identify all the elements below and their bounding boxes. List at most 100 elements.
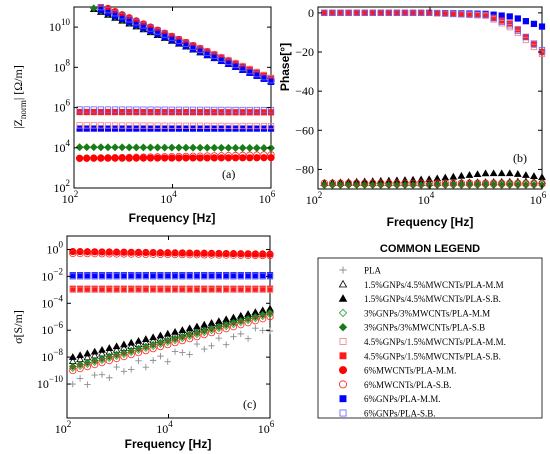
data-point	[222, 320, 230, 329]
data-point	[157, 273, 164, 280]
series-gnp6_sb	[97, 4, 275, 84]
data-point	[328, 181, 337, 189]
data-point	[90, 356, 99, 365]
data-point	[139, 154, 148, 162]
data-point	[105, 250, 113, 258]
legend-entry-gnp15_sb: 1.5%GNPs/4.5%MWCNTs/PLA-S.B.	[338, 294, 501, 304]
series-gnp3_sb	[75, 143, 275, 152]
data-point	[244, 251, 252, 259]
y-tick-label: 102	[54, 178, 71, 195]
data-point	[142, 286, 149, 293]
data-point	[251, 251, 259, 260]
x-tick-base: 10	[258, 422, 270, 436]
data-point	[505, 181, 514, 189]
data-point	[514, 27, 521, 34]
data-point	[128, 273, 135, 280]
data-point	[193, 333, 201, 341]
data-point	[98, 248, 106, 256]
data-point	[217, 154, 225, 162]
y-tick-label: −20	[295, 45, 314, 59]
data-point	[126, 122, 133, 129]
data-point	[401, 179, 409, 187]
data-point	[175, 106, 182, 113]
data-point	[76, 125, 83, 132]
data-point	[119, 13, 126, 20]
data-point	[97, 122, 104, 129]
data-point	[182, 106, 190, 113]
data-point	[182, 154, 190, 162]
x-tick-label: 102	[55, 419, 72, 436]
data-point	[164, 341, 172, 349]
data-point	[127, 250, 135, 258]
data-point	[98, 250, 106, 258]
data-point	[153, 143, 162, 152]
data-point	[200, 328, 209, 337]
data-point	[127, 351, 135, 359]
series-gnp6_sb	[76, 106, 275, 114]
data-point	[450, 10, 457, 17]
data-point	[229, 250, 238, 258]
data-point	[76, 375, 84, 382]
data-point	[222, 325, 230, 333]
data-point	[127, 248, 135, 256]
data-point	[186, 251, 194, 259]
series-gnp45_mm	[76, 122, 275, 130]
data-point	[336, 181, 345, 189]
data-point	[178, 337, 186, 345]
data-point	[164, 286, 171, 293]
data-point	[344, 179, 353, 187]
data-point	[196, 122, 204, 129]
x-tick-base: 10	[418, 193, 430, 207]
data-point	[449, 172, 458, 180]
data-point	[105, 248, 113, 256]
data-point	[211, 106, 218, 114]
y-tick-label: 108	[54, 57, 71, 74]
data-point	[90, 143, 98, 152]
legend-label: 3%GNPs/3%MWCNTs/PLA-S.B	[364, 323, 485, 333]
data-point	[538, 50, 546, 58]
y-tick-label: 104	[54, 138, 71, 155]
data-point	[104, 154, 112, 162]
data-point	[142, 342, 150, 351]
data-point	[126, 16, 133, 23]
data-point	[266, 286, 274, 293]
y-tick-base: 10	[37, 377, 49, 391]
data-point	[83, 154, 91, 162]
data-point	[215, 327, 223, 335]
data-point	[203, 154, 211, 162]
data-point	[120, 350, 128, 359]
panel-c-y-axis-label: σ[S/m]	[11, 310, 25, 344]
data-point	[514, 181, 522, 189]
data-point	[111, 143, 119, 152]
mwcnt6_sb-legend-marker	[338, 380, 347, 389]
data-point	[482, 11, 489, 18]
data-point	[266, 251, 274, 260]
y-tick-label: 106	[54, 98, 71, 115]
y-tick-label: −80	[295, 162, 314, 176]
data-point	[69, 366, 77, 375]
data-point	[425, 181, 433, 189]
data-point	[196, 154, 204, 162]
x-tick-label: 106	[259, 189, 276, 206]
data-point	[76, 286, 84, 293]
data-point	[161, 122, 168, 129]
data-point	[91, 250, 99, 258]
data-point	[168, 34, 175, 41]
data-point	[83, 106, 90, 113]
data-point	[530, 43, 538, 51]
y-tick-label: 10−4	[41, 293, 63, 310]
data-point	[514, 15, 521, 22]
data-point	[69, 286, 76, 293]
data-point	[211, 122, 218, 129]
data-point	[385, 179, 393, 187]
data-point	[189, 122, 197, 129]
gnp6_sb-legend-marker	[339, 409, 347, 417]
data-point	[267, 109, 275, 116]
legend-entry-gnp6_sb: 6%GNPs/PLA-S.B.	[339, 409, 436, 419]
data-point	[208, 273, 215, 280]
data-point	[104, 143, 112, 152]
data-point	[90, 358, 99, 367]
data-point	[134, 346, 143, 355]
data-point	[106, 273, 113, 280]
